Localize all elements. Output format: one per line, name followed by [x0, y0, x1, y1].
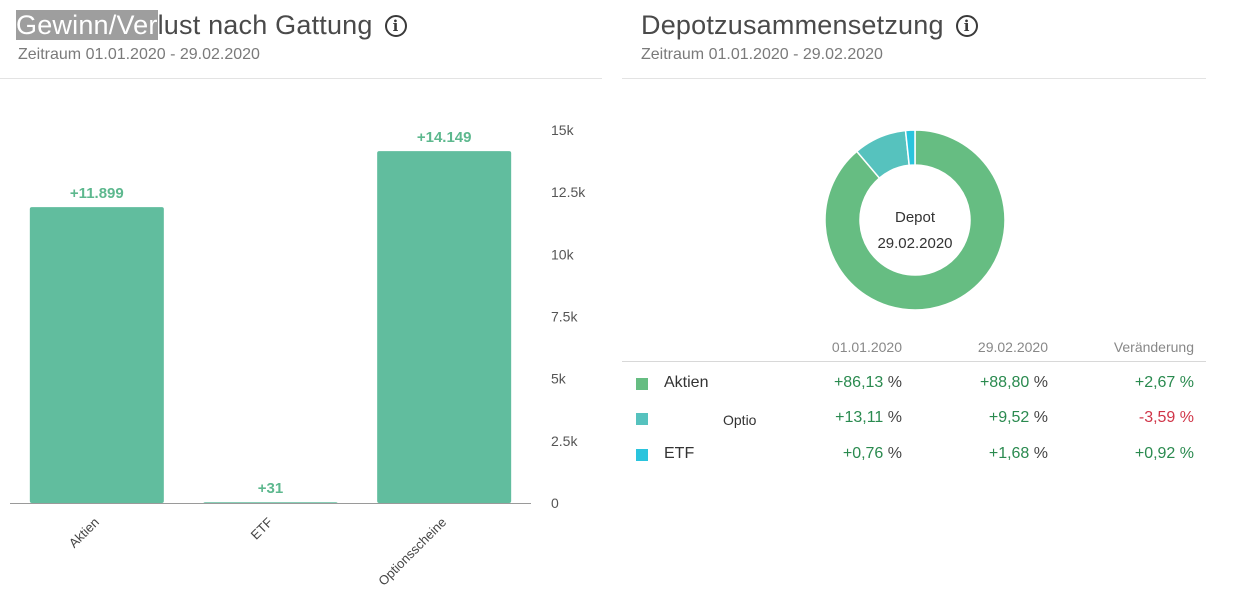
y-tick-label: 15k — [551, 122, 575, 138]
cell-start: +0,76 % — [842, 445, 902, 462]
donut-center-line1: Depot — [894, 209, 936, 226]
table-row: Aktien +86,13 % +88,80 % +2,67 % — [622, 369, 1206, 399]
col-header-end: 29.02.2020 — [977, 339, 1048, 355]
bar-data-label: +31 — [258, 480, 283, 497]
x-tick-label: Optionsscheine — [375, 515, 449, 589]
col-header-change: Veränderung — [1113, 339, 1194, 355]
x-tick-label: Aktien — [66, 515, 102, 551]
bar-data-label: +11.899 — [70, 185, 124, 202]
donut-slice-aktien[interactable] — [824, 129, 1006, 311]
y-tick-label: 12.5k — [551, 184, 586, 200]
cell-end: +9,52 % — [988, 409, 1048, 426]
donut-chart — [824, 129, 1006, 311]
left-divider — [0, 78, 602, 79]
cell-change: +2,67 % — [1134, 374, 1194, 391]
legend-swatch — [636, 449, 648, 461]
donut-slice-etf[interactable] — [904, 129, 916, 167]
title-text: lust nach Gattung — [157, 10, 373, 40]
donut-center-label: Depot 29.02.2020 — [855, 205, 975, 257]
title-text: Depotzusammensetzung — [641, 10, 944, 40]
donut-chart-title: Depotzusammensetzung i — [641, 10, 978, 41]
donut-center-line2: 29.02.2020 — [877, 235, 953, 252]
bar-data-label: +14.149 — [417, 129, 472, 146]
bar-chart-title: Gewinn/Verlust nach Gattung i — [16, 10, 407, 41]
info-icon[interactable]: i — [955, 15, 978, 37]
col-header-start: 01.01.2020 — [831, 339, 902, 355]
row-name: Aktien — [664, 374, 709, 391]
y-tick-label: 0 — [551, 495, 559, 511]
donut-chart-subtitle: Zeitraum 01.01.2020 - 29.02.2020 — [641, 46, 883, 63]
table-header-divider — [622, 361, 1206, 362]
cell-end: +88,80 % — [979, 374, 1048, 391]
y-tick-label: 7.5k — [551, 309, 578, 325]
y-tick-label: 2.5k — [551, 433, 578, 449]
table-row: Optio +13,11 % +9,52 % -3,59 % — [622, 404, 1206, 434]
title-selected-text: Gewinn/Ver — [16, 10, 158, 40]
bar-aktien[interactable] — [29, 207, 164, 504]
legend-swatch — [636, 378, 648, 390]
y-tick-label: 10k — [551, 246, 575, 262]
cell-start: +13,11 % — [835, 409, 902, 426]
bar-etf[interactable] — [203, 502, 338, 503]
cell-change: -3,59 % — [1138, 409, 1194, 426]
right-divider — [622, 78, 1206, 79]
cell-start: +86,13 % — [833, 374, 902, 391]
x-tick-label: ETF — [248, 514, 276, 542]
row-name: Optio — [723, 412, 757, 428]
bar-optionsscheine[interactable] — [377, 151, 512, 503]
bar-chart-subtitle: Zeitraum 01.01.2020 - 29.02.2020 — [18, 46, 260, 63]
cell-end: +1,68 % — [988, 445, 1048, 462]
y-tick-label: 5k — [551, 371, 567, 387]
cell-change: +0,92 % — [1134, 445, 1194, 462]
legend-swatch — [636, 413, 648, 425]
info-icon[interactable]: i — [384, 15, 407, 37]
bar-chart: 0 2.5k 5k 7.5k 10k 12.5k 15k +11.899 Aktien +31 ET… — [10, 122, 586, 589]
table-row: ETF +0,76 % +1,68 % +0,92 % — [622, 440, 1206, 470]
row-name: ETF — [664, 445, 695, 462]
